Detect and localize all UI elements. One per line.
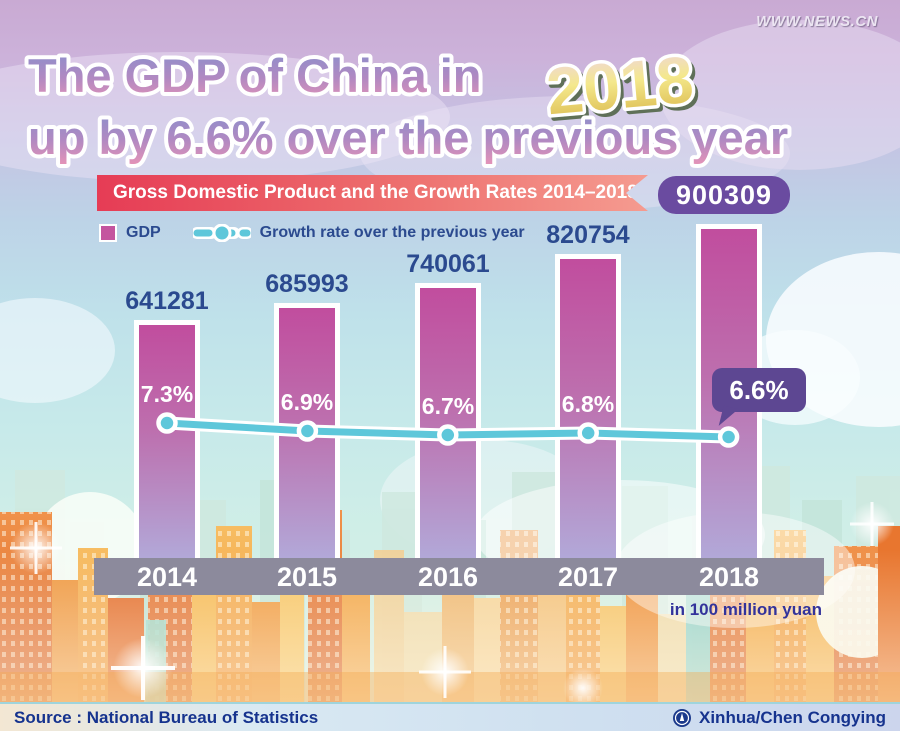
flare-icon	[563, 668, 603, 702]
highlight-value-badge: 900309	[658, 176, 790, 214]
axis-year-label: 2016	[417, 562, 479, 592]
axis-year-label: 2017	[557, 562, 619, 592]
growth-rate-label: 6.9%	[280, 389, 334, 415]
growth-dot-2018	[717, 426, 740, 448]
flare-icon	[10, 522, 62, 574]
legend-growth-label: Growth rate over the previous year	[259, 224, 525, 241]
cloud-shape	[660, 20, 900, 170]
credit-group: Xinhua/Chen Congying	[672, 708, 886, 728]
growth-rate-label: 6.7%	[421, 393, 475, 419]
bar-value-label: 820754	[546, 221, 630, 249]
bar-value-label: 641281	[125, 287, 209, 315]
gdp-bar-2016	[415, 283, 481, 558]
news-cn-watermark: WWW.NEWS.CN	[756, 13, 878, 30]
axis-year-label: 2015	[276, 562, 338, 592]
growth-dot-2016	[437, 424, 459, 446]
growth-dot-2015	[296, 420, 319, 442]
axis-year-label: 2018	[698, 562, 760, 592]
cloud-shape	[0, 52, 450, 182]
growth-rate-bubble: 6.6%	[712, 368, 806, 412]
growth-dot-2017	[577, 422, 599, 444]
growth-rate-label: 7.3%	[140, 381, 194, 407]
x-axis-bar: 2014 2015 2016 2017 2018	[94, 558, 824, 595]
flare-icon	[111, 636, 175, 700]
growth-rate-label: 6.8%	[561, 391, 615, 417]
growth-dot-2014	[156, 412, 178, 434]
gdp-bar-2017	[555, 254, 621, 558]
credit-text: Xinhua/Chen Congying	[699, 707, 886, 727]
flare-icon	[850, 502, 894, 546]
chart-legend: GDP Growth rate over the previous year	[99, 224, 525, 242]
bar-value-label: 740061	[406, 250, 490, 278]
xinhua-logo-icon	[673, 708, 691, 727]
source-text: Source : National Bureau of Statistics	[14, 707, 319, 727]
bar-value-label: 685993	[265, 270, 349, 298]
axis-year-label: 2014	[136, 562, 198, 592]
gdp-swatch-icon	[99, 224, 117, 242]
legend-gdp-label: GDP	[126, 224, 161, 241]
unit-note: in 100 million yuan	[669, 600, 822, 619]
gdp-bar-2014	[134, 320, 200, 558]
growth-line-icon	[192, 224, 251, 242]
flare-icon	[419, 646, 471, 698]
chart-title-ribbon: Gross Domestic Product and the Growth Ra…	[97, 175, 648, 211]
footer-bar: Source : National Bureau of Statistics X…	[0, 702, 900, 731]
